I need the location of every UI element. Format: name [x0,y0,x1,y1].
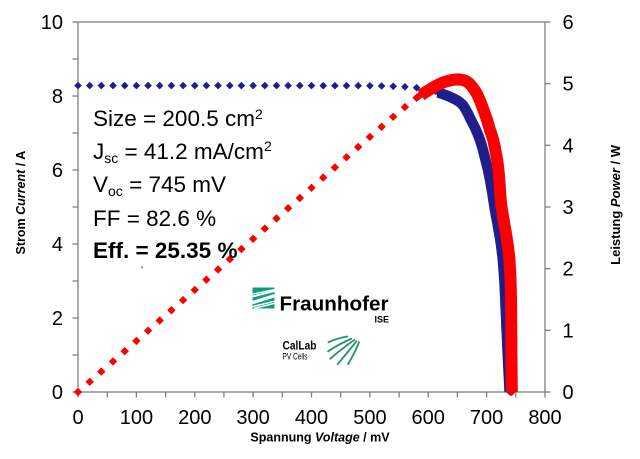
svg-text:3: 3 [562,197,573,219]
svg-text:10: 10 [41,12,63,34]
svg-text:2: 2 [562,259,573,281]
svg-text:800: 800 [528,407,561,429]
svg-text:0: 0 [52,382,63,404]
svg-text:8: 8 [52,86,63,108]
svg-text:400: 400 [295,407,328,429]
svg-text:ISE: ISE [375,315,390,325]
svg-text:6: 6 [562,12,573,34]
svg-text:4: 4 [52,234,63,256]
svg-text:600: 600 [412,407,445,429]
svg-text:0: 0 [72,407,83,429]
svg-text:CalLab: CalLab [283,339,317,353]
svg-text:0: 0 [562,382,573,404]
svg-text:500: 500 [353,407,386,429]
svg-text:Strom Current / A: Strom Current / A [14,151,28,255]
svg-text:4: 4 [562,135,573,157]
svg-text:700: 700 [470,407,503,429]
svg-text:200: 200 [178,407,211,429]
svg-text:300: 300 [236,407,269,429]
svg-text:6: 6 [52,160,63,182]
svg-text:PV Cells: PV Cells [283,352,308,362]
svg-text:1: 1 [562,320,573,342]
svg-text:Fraunhofer: Fraunhofer [280,293,389,316]
svg-text:2: 2 [52,308,63,330]
svg-text:Leistung Power / W: Leistung Power / W [608,144,623,265]
svg-text:100: 100 [120,407,153,429]
svg-text:Spannung Voltage / mV: Spannung Voltage / mV [250,431,390,445]
svg-text:5: 5 [562,74,573,96]
